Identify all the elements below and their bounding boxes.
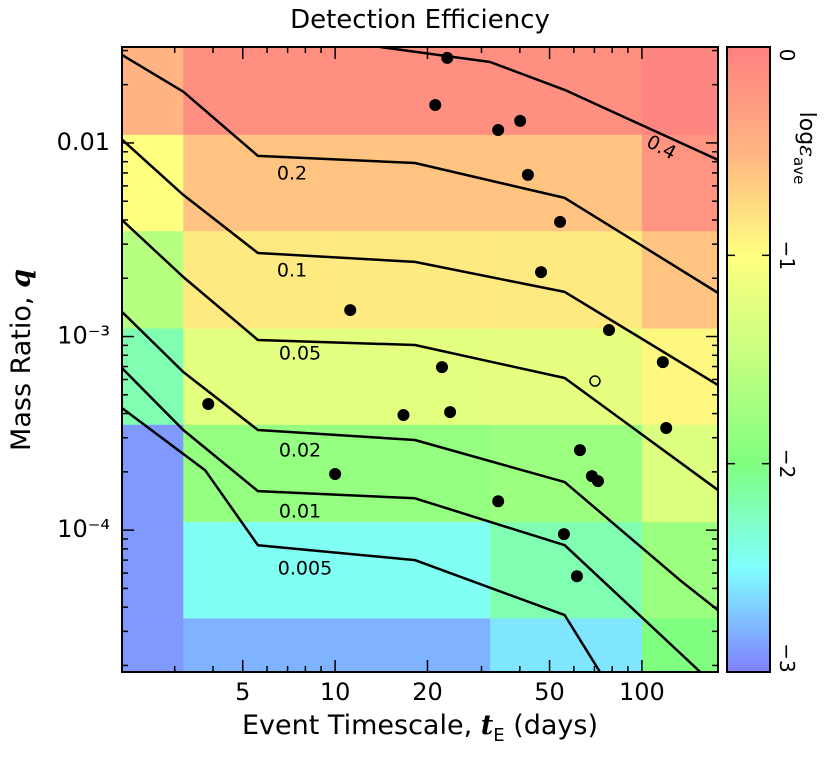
heatmap-cell: [183, 47, 336, 136]
heatmap-cell: [335, 134, 491, 232]
contour-line: [122, 407, 602, 672]
x-tick-label: 5: [235, 678, 250, 706]
data-point: [514, 114, 527, 127]
heatmap-cell: [641, 47, 718, 136]
heatmap-cell: [183, 231, 336, 330]
x-label-var: t: [481, 710, 494, 741]
heatmap-cell: [335, 618, 491, 672]
heatmap-cell: [122, 618, 184, 672]
heatmap-cell: [122, 522, 184, 619]
heatmap-cell: [641, 231, 718, 330]
heatmap-cell: [490, 618, 643, 672]
data-point: [344, 304, 357, 317]
heatmap-cell: [490, 231, 643, 330]
colorbar-tick-label: −1: [775, 241, 799, 270]
data-point: [591, 475, 604, 488]
heatmap-cell: [122, 231, 184, 330]
x-tick-label: 20: [412, 678, 443, 706]
contours: [122, 47, 718, 672]
data-point: [492, 495, 505, 508]
contour-label: 0.01: [279, 501, 321, 523]
y-label-var: q: [6, 269, 37, 288]
data-point: [602, 324, 615, 337]
y-tick-label: 10⁻⁴: [57, 515, 110, 543]
colorbar-tick-label: −2: [775, 449, 799, 478]
data-point: [441, 51, 454, 64]
data-point: [202, 398, 215, 411]
heatmap-cell: [183, 522, 336, 619]
colorbar-label-sub: ave: [790, 157, 808, 184]
heatmap-cell: [490, 328, 643, 426]
contour-line: [122, 53, 718, 294]
y-axis-label: Mass Ratio, q: [6, 269, 37, 451]
contour-label: 0.2: [277, 163, 307, 185]
plot-frame: [121, 46, 719, 673]
contour-label: 0.02: [279, 440, 321, 462]
heatmap-cell: [490, 134, 643, 232]
x-label-unit: (days): [505, 710, 598, 741]
heatmap-cell: [122, 134, 184, 232]
contour-line: [122, 367, 702, 672]
data-point: [554, 215, 567, 228]
data-point: [397, 409, 410, 422]
data-point: [435, 361, 448, 374]
colorbar-label-text: log: [794, 112, 819, 146]
contour-label: 0.005: [278, 558, 332, 580]
heatmap-cell: [183, 134, 336, 232]
heatmap-cell: [641, 134, 718, 232]
data-point: [521, 168, 534, 181]
data-point: [570, 570, 583, 583]
contour-label: 0.1: [277, 260, 307, 282]
data-point: [589, 375, 601, 387]
x-tick-label: 100: [619, 678, 665, 706]
x-tick-label: 50: [534, 678, 565, 706]
heatmap-cell: [335, 522, 491, 619]
data-point: [329, 467, 342, 480]
colorbar-tick-label: −3: [775, 643, 799, 672]
contour-label: 0.05: [279, 343, 321, 365]
x-axis-label: Event Timescale, tE (days): [242, 710, 598, 746]
heatmap-cell: [490, 424, 643, 523]
data-point: [557, 528, 570, 541]
data-point: [535, 266, 548, 279]
heatmap-cell: [641, 522, 718, 619]
x-label-text: Event Timescale,: [242, 710, 481, 741]
heatmap-cell: [641, 328, 718, 426]
contour-line: [122, 311, 718, 612]
x-tick-label: 10: [320, 678, 351, 706]
contour-line: [122, 219, 718, 492]
contour-line: [379, 47, 718, 162]
data-point: [660, 421, 673, 434]
colorbar-label-var: ε: [794, 145, 819, 157]
y-tick-label: 10⁻³: [57, 322, 110, 350]
data-point: [444, 406, 457, 419]
data-point: [492, 123, 505, 136]
heatmap-cell: [335, 231, 491, 330]
heatmap-cell: [335, 47, 491, 136]
heatmap-cell: [183, 618, 336, 672]
colorbar-label: logεave: [790, 112, 819, 185]
heatmap-cell: [122, 424, 184, 523]
chart-title: Detection Efficiency: [290, 5, 550, 35]
contour-line: [122, 138, 718, 387]
data-point: [429, 99, 442, 112]
data-point: [656, 356, 669, 369]
data-point: [573, 444, 586, 457]
heatmap: [122, 47, 718, 672]
colorbar: [726, 46, 771, 673]
x-label-sub: E: [493, 725, 504, 746]
heatmap-cell: [641, 424, 718, 523]
heatmap-cell: [641, 618, 718, 672]
colorbar-tick-label: 0: [775, 49, 799, 62]
y-tick-label: 0.01: [57, 128, 110, 156]
y-label-text: Mass Ratio,: [6, 288, 37, 451]
